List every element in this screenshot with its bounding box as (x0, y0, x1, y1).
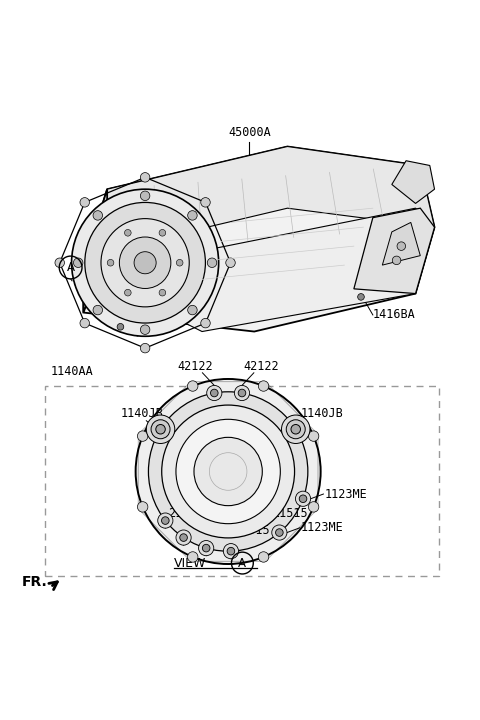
Circle shape (238, 390, 246, 397)
Circle shape (234, 385, 250, 400)
Circle shape (258, 552, 269, 562)
Circle shape (281, 415, 310, 444)
Circle shape (308, 502, 319, 512)
Text: 21515: 21515 (234, 523, 270, 536)
Circle shape (227, 547, 235, 555)
Circle shape (201, 318, 210, 328)
Circle shape (146, 415, 175, 444)
Text: 1123ME: 1123ME (324, 487, 367, 500)
Circle shape (258, 381, 269, 391)
Text: 21515: 21515 (201, 516, 237, 530)
Text: 42122: 42122 (243, 360, 279, 373)
Circle shape (80, 197, 89, 207)
Polygon shape (84, 146, 434, 331)
Circle shape (73, 258, 83, 268)
Circle shape (117, 323, 124, 330)
Circle shape (151, 420, 170, 438)
Circle shape (199, 541, 214, 556)
Circle shape (72, 189, 219, 336)
Circle shape (276, 528, 283, 536)
Text: 1140JB: 1140JB (120, 407, 163, 420)
Text: 1123ME: 1123ME (301, 521, 344, 534)
Circle shape (296, 491, 311, 506)
Circle shape (188, 305, 197, 315)
Circle shape (107, 259, 114, 266)
Circle shape (140, 325, 150, 334)
Text: 1140JB: 1140JB (300, 407, 343, 420)
Circle shape (159, 230, 166, 236)
Circle shape (211, 390, 218, 397)
Circle shape (272, 525, 287, 540)
Circle shape (308, 431, 319, 441)
Circle shape (286, 420, 305, 438)
Text: A: A (67, 261, 74, 274)
Circle shape (392, 256, 401, 265)
Circle shape (120, 237, 171, 289)
Circle shape (358, 294, 364, 300)
Text: VIEW: VIEW (174, 557, 206, 570)
Circle shape (162, 405, 295, 538)
Circle shape (188, 552, 198, 562)
Circle shape (162, 517, 169, 524)
Circle shape (176, 530, 191, 545)
Circle shape (140, 343, 150, 353)
Circle shape (226, 258, 235, 268)
Polygon shape (383, 222, 420, 265)
Circle shape (180, 534, 187, 541)
Circle shape (156, 425, 165, 434)
Circle shape (207, 385, 222, 400)
Circle shape (291, 425, 300, 434)
Circle shape (93, 305, 103, 315)
Text: 21515: 21515 (272, 507, 308, 520)
Circle shape (101, 219, 189, 307)
Circle shape (85, 202, 205, 323)
Circle shape (158, 513, 173, 528)
Circle shape (188, 381, 198, 391)
Text: A: A (239, 557, 246, 570)
Polygon shape (392, 161, 434, 204)
Circle shape (134, 252, 156, 274)
Polygon shape (107, 146, 434, 251)
Circle shape (397, 242, 406, 251)
Text: 45000A: 45000A (228, 127, 271, 140)
Circle shape (207, 258, 217, 268)
Circle shape (203, 544, 210, 552)
Circle shape (194, 437, 262, 505)
Circle shape (140, 173, 150, 182)
Text: 42122: 42122 (178, 360, 213, 373)
Circle shape (124, 230, 131, 236)
Circle shape (159, 289, 166, 296)
Circle shape (137, 431, 148, 441)
Circle shape (176, 419, 280, 523)
Circle shape (137, 502, 148, 512)
Circle shape (80, 318, 89, 328)
Circle shape (140, 191, 150, 201)
Polygon shape (354, 208, 434, 294)
Polygon shape (84, 189, 107, 312)
Circle shape (55, 258, 64, 268)
Text: 1140AA: 1140AA (50, 365, 93, 378)
Polygon shape (183, 208, 434, 331)
Text: 1416BA: 1416BA (373, 308, 416, 321)
Circle shape (124, 289, 131, 296)
Text: 21515: 21515 (168, 507, 203, 520)
Text: FR.: FR. (22, 575, 48, 589)
Circle shape (176, 259, 183, 266)
Circle shape (93, 211, 103, 220)
Circle shape (201, 197, 210, 207)
Circle shape (136, 379, 321, 564)
Circle shape (188, 211, 197, 220)
Circle shape (223, 544, 239, 559)
Circle shape (148, 392, 308, 552)
Circle shape (299, 495, 307, 503)
